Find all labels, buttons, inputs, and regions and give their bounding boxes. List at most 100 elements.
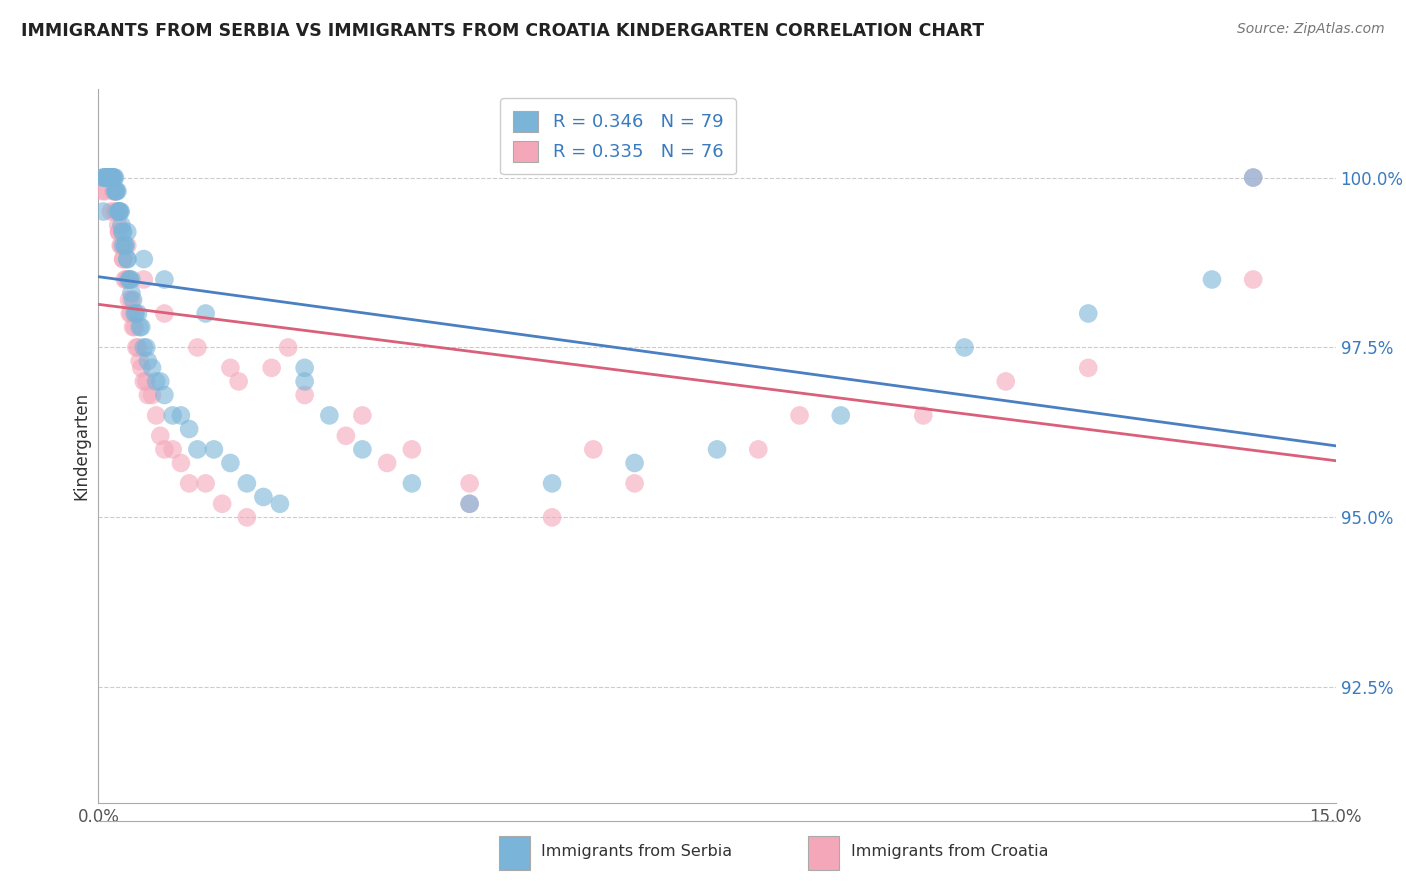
Point [747, 442, 769, 457]
Point [170, 409, 193, 423]
Point [103, 184, 125, 198]
Point [375, 456, 398, 470]
Point [108, 204, 131, 219]
Point [124, 306, 146, 320]
Point [458, 497, 481, 511]
Point [103, 170, 125, 185]
Point [186, 442, 208, 457]
Point [136, 388, 159, 402]
Point [122, 320, 145, 334]
Point [1077, 306, 1099, 320]
Point [131, 320, 153, 334]
Point [401, 442, 423, 457]
Point [120, 306, 142, 320]
Point [91, 170, 114, 185]
Point [104, 184, 127, 198]
Point [141, 388, 163, 402]
Point [93, 170, 115, 185]
Point [623, 456, 645, 470]
Point [98, 170, 121, 185]
Point [112, 252, 135, 266]
Point [994, 375, 1017, 389]
Point [94, 184, 117, 198]
Point [135, 375, 157, 389]
Point [117, 272, 139, 286]
Point [112, 225, 135, 239]
Point [127, 341, 149, 355]
Point [1201, 272, 1223, 286]
Point [162, 409, 184, 423]
Point [352, 442, 374, 457]
Point [97, 170, 120, 185]
Point [458, 476, 481, 491]
Point [1241, 272, 1264, 286]
Y-axis label: Kindergarten: Kindergarten [72, 392, 90, 500]
Point [1077, 360, 1099, 375]
Point [153, 272, 176, 286]
Point [252, 490, 274, 504]
Point [582, 442, 605, 457]
Point [170, 456, 193, 470]
Point [100, 170, 122, 185]
Point [93, 204, 115, 219]
Point [118, 272, 141, 286]
Point [110, 238, 132, 252]
Point [107, 204, 129, 219]
Point [211, 497, 233, 511]
Point [118, 293, 141, 307]
Point [105, 184, 128, 198]
Point [136, 354, 159, 368]
Point [114, 238, 136, 252]
Point [111, 225, 134, 239]
Point [117, 225, 139, 239]
Point [96, 170, 118, 185]
Point [96, 170, 118, 185]
Point [96, 170, 118, 185]
Point [124, 306, 146, 320]
Point [277, 341, 299, 355]
Text: Immigrants from Croatia: Immigrants from Croatia [851, 845, 1047, 859]
Point [236, 476, 259, 491]
Point [91, 184, 114, 198]
Point [132, 252, 155, 266]
Point [194, 306, 217, 320]
Point [294, 388, 316, 402]
Point [135, 341, 157, 355]
Point [132, 341, 155, 355]
Point [100, 170, 122, 185]
Point [108, 204, 131, 219]
Point [318, 409, 340, 423]
Point [623, 476, 645, 491]
Point [112, 238, 135, 252]
Point [103, 170, 125, 185]
Point [141, 360, 163, 375]
Point [186, 341, 208, 355]
Point [179, 422, 201, 436]
Point [145, 375, 167, 389]
Point [179, 476, 201, 491]
Point [122, 293, 145, 307]
Point [103, 184, 125, 198]
Point [131, 360, 153, 375]
Point [153, 306, 176, 320]
Point [912, 409, 935, 423]
Point [145, 409, 167, 423]
Point [219, 456, 242, 470]
Bar [808, 836, 839, 870]
Point [105, 204, 128, 219]
Point [104, 184, 127, 198]
Point [830, 409, 852, 423]
Point [149, 375, 172, 389]
Point [120, 286, 142, 301]
Point [108, 225, 131, 239]
Point [124, 320, 146, 334]
Point [294, 360, 316, 375]
Point [94, 170, 117, 185]
Point [115, 272, 138, 286]
Point [149, 429, 172, 443]
Point [101, 170, 124, 185]
Point [1241, 170, 1264, 185]
Point [269, 497, 291, 511]
Point [101, 170, 124, 185]
Point [132, 375, 155, 389]
